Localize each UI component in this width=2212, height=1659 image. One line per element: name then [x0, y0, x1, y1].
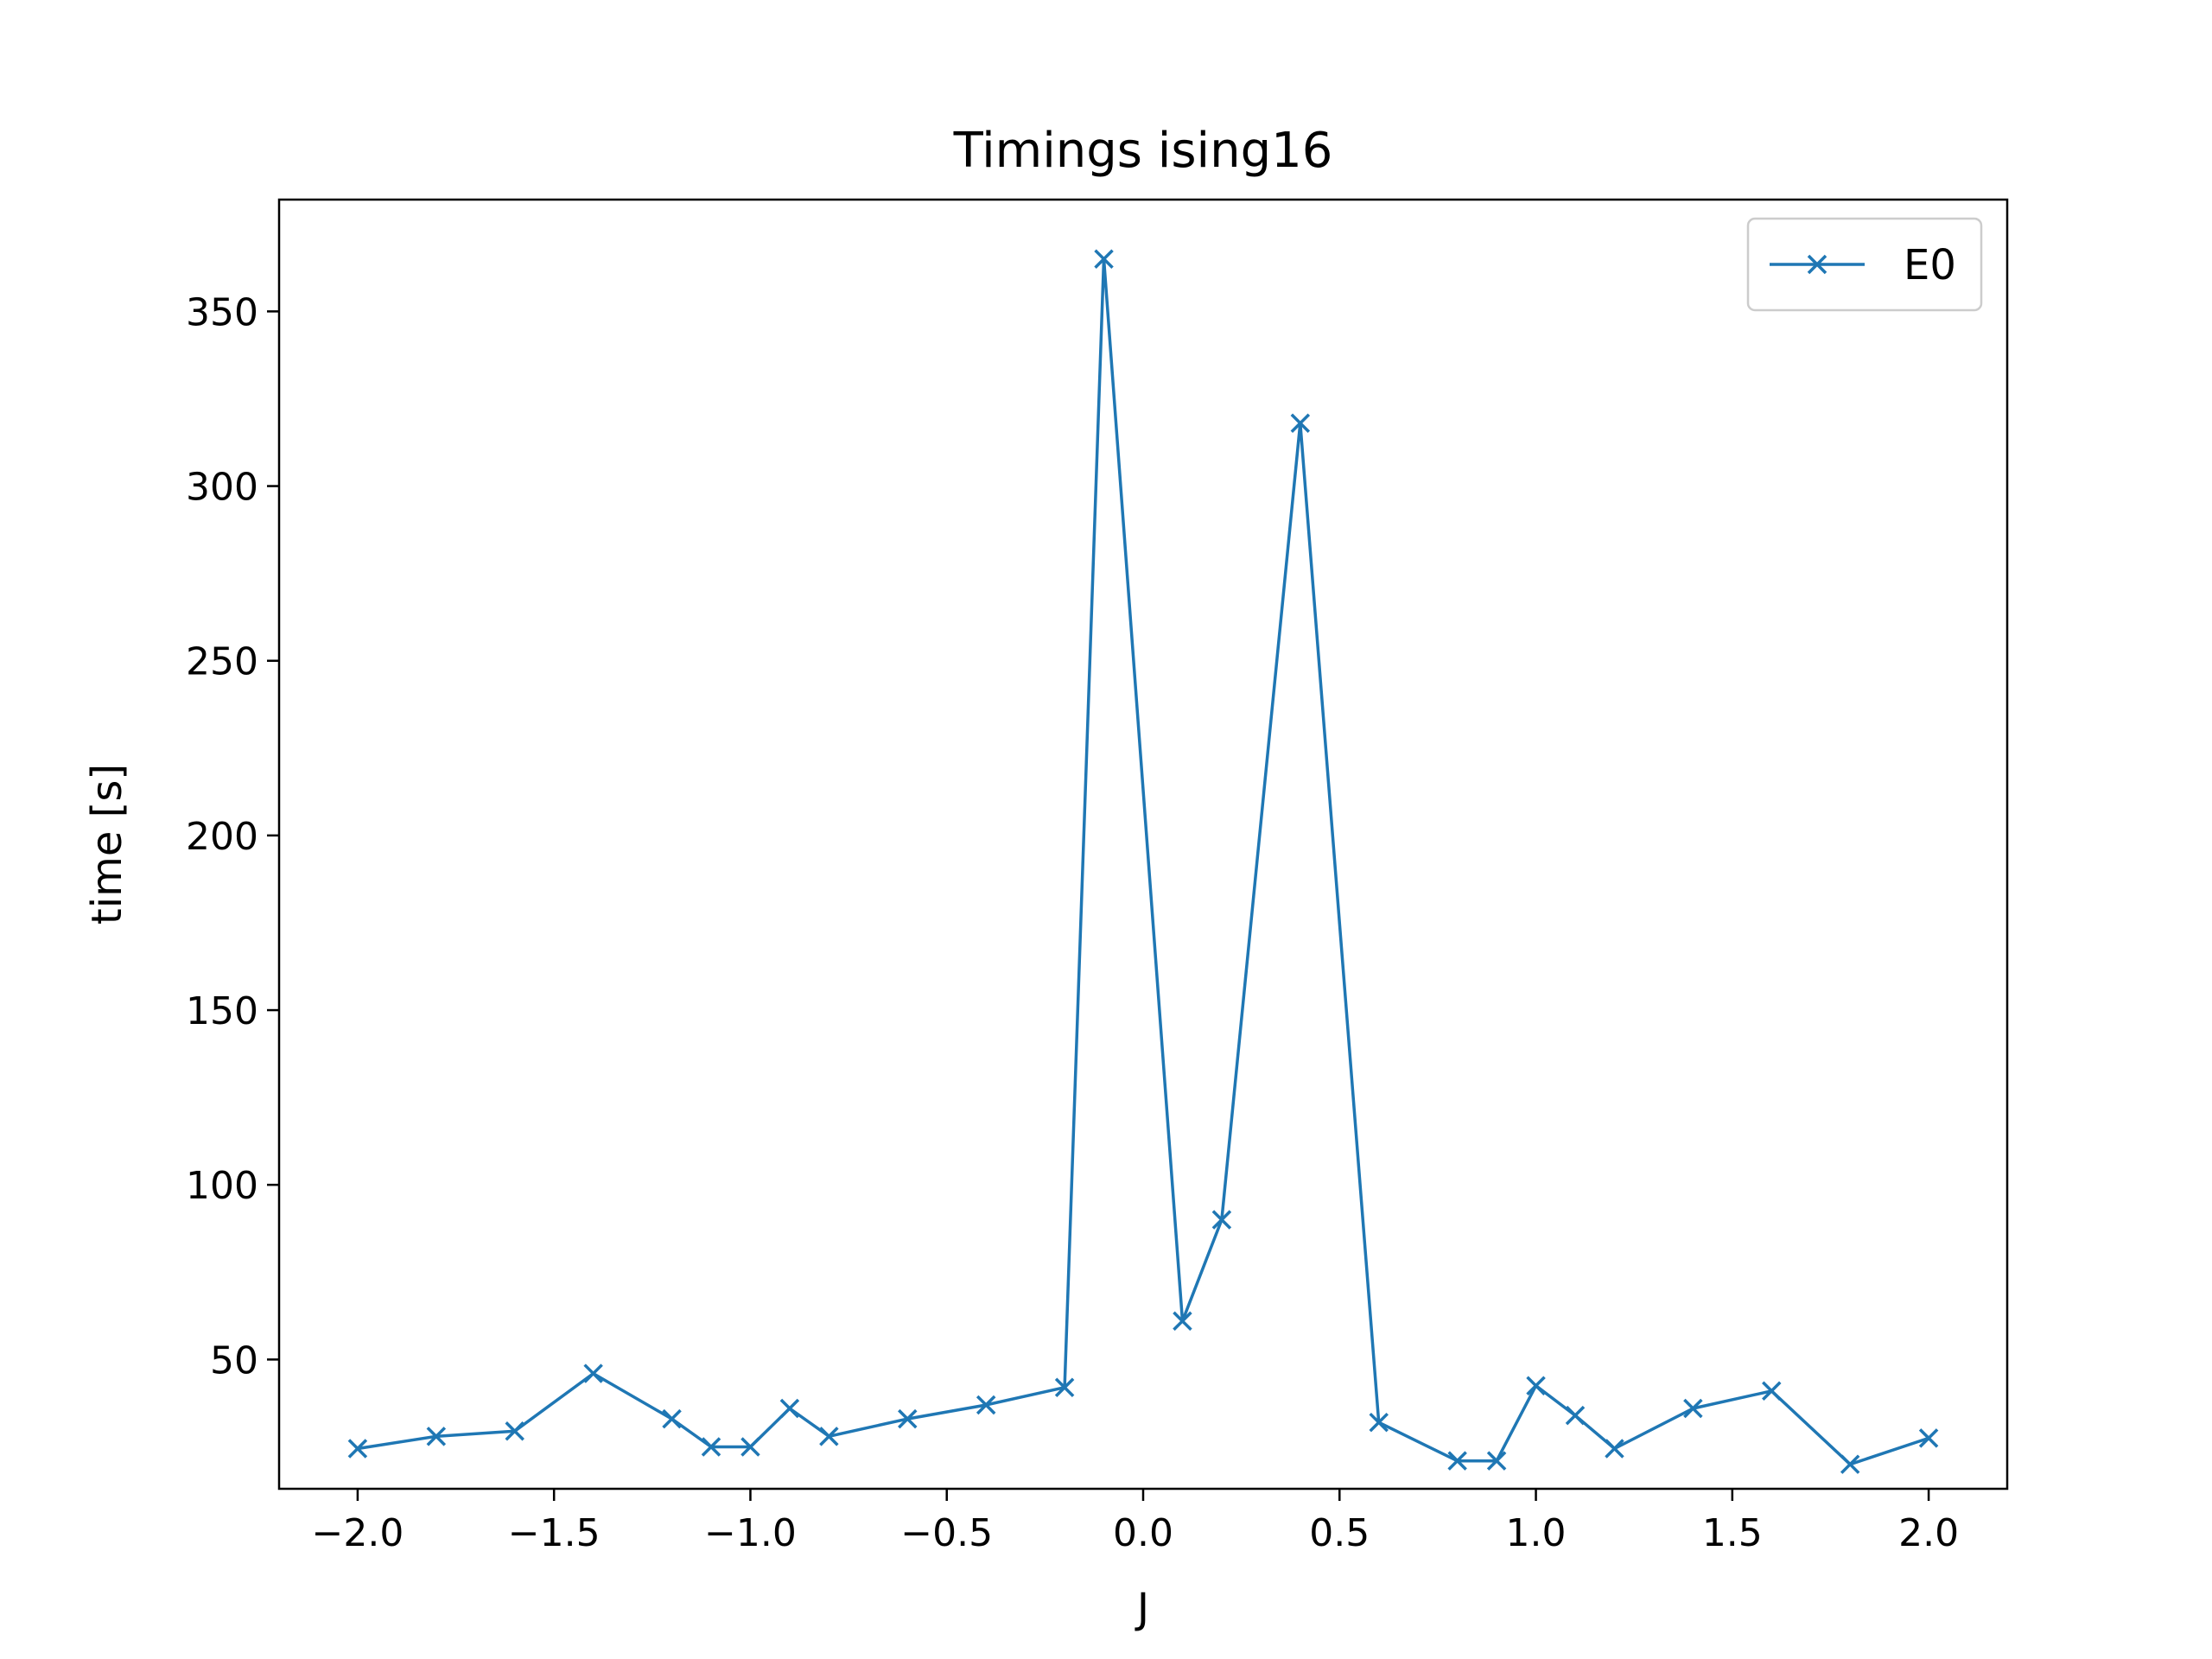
x-tick-label: 1.0: [1506, 1511, 1567, 1555]
y-tick-label: 350: [186, 290, 258, 334]
legend: E0: [1746, 217, 1983, 312]
x-tick-label: 1.5: [1702, 1511, 1763, 1555]
legend-x-marker: [1807, 254, 1827, 275]
data-point: [1290, 413, 1311, 434]
data-point: [1369, 1412, 1389, 1433]
legend-label-e0: E0: [1904, 241, 1956, 289]
x-axis: −2.0 −1.5 −1.0 −0.5 0.0 0.5 1.0 1.5 2.0: [311, 1489, 1959, 1555]
x-tick-label: 0.5: [1309, 1511, 1370, 1555]
data-point: [1094, 249, 1114, 269]
data-point: [1526, 1376, 1546, 1395]
chart-title: Timings ising16: [953, 123, 1333, 179]
y-axis: 50 100 150 200 250 300 350: [186, 290, 279, 1382]
data-point: [1447, 1451, 1467, 1471]
y-tick-label: 200: [186, 815, 258, 859]
y-tick-label: 150: [186, 989, 258, 1033]
data-point: [741, 1437, 760, 1457]
y-tick-label: 50: [210, 1338, 258, 1382]
data-point: [1683, 1398, 1703, 1419]
y-tick-label: 100: [186, 1164, 258, 1208]
data-point: [347, 1439, 368, 1459]
x-tick-label: 0.0: [1113, 1511, 1173, 1555]
data-point: [505, 1421, 524, 1441]
data-point: [1762, 1381, 1782, 1402]
x-axis-label: J: [1135, 1585, 1149, 1633]
data-point: [1054, 1377, 1075, 1397]
x-tick-label: −2.0: [311, 1511, 404, 1555]
x-tick-label: −1.5: [508, 1511, 601, 1555]
x-tick-label: −0.5: [900, 1511, 993, 1555]
data-point: [898, 1408, 918, 1429]
data-point: [1918, 1428, 1939, 1448]
data-point: [1605, 1439, 1624, 1459]
data-point: [976, 1395, 996, 1415]
y-tick-label: 250: [186, 640, 258, 684]
data-point: [662, 1408, 682, 1429]
data-point: [1173, 1311, 1192, 1332]
x-tick-label: −1.0: [704, 1511, 797, 1555]
data-point: [701, 1437, 721, 1457]
legend-marker-e0: [1807, 254, 1827, 275]
data-point: [1486, 1451, 1507, 1471]
data-point: [426, 1427, 447, 1446]
data-point: [1840, 1454, 1860, 1474]
data-point: [819, 1427, 839, 1446]
data-point: [1211, 1210, 1232, 1230]
data-point: [583, 1363, 603, 1383]
series-layer: [347, 249, 1939, 1474]
data-point: [1565, 1405, 1586, 1426]
y-axis-label: time [s]: [83, 764, 131, 925]
data-point: [779, 1398, 800, 1419]
x-tick-label: 2.0: [1898, 1511, 1959, 1555]
y-tick-label: 300: [186, 466, 258, 510]
